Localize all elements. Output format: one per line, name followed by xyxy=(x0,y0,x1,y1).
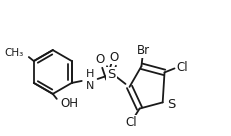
Text: Br: Br xyxy=(136,44,149,57)
Text: S: S xyxy=(107,68,115,81)
Text: OH: OH xyxy=(61,97,78,110)
Text: Cl: Cl xyxy=(125,116,137,129)
Text: S: S xyxy=(166,98,174,111)
Text: Cl: Cl xyxy=(176,61,187,74)
Text: H
N: H N xyxy=(85,69,94,91)
Text: O: O xyxy=(94,52,104,66)
Text: O: O xyxy=(109,51,118,64)
Text: CH₃: CH₃ xyxy=(5,48,24,58)
